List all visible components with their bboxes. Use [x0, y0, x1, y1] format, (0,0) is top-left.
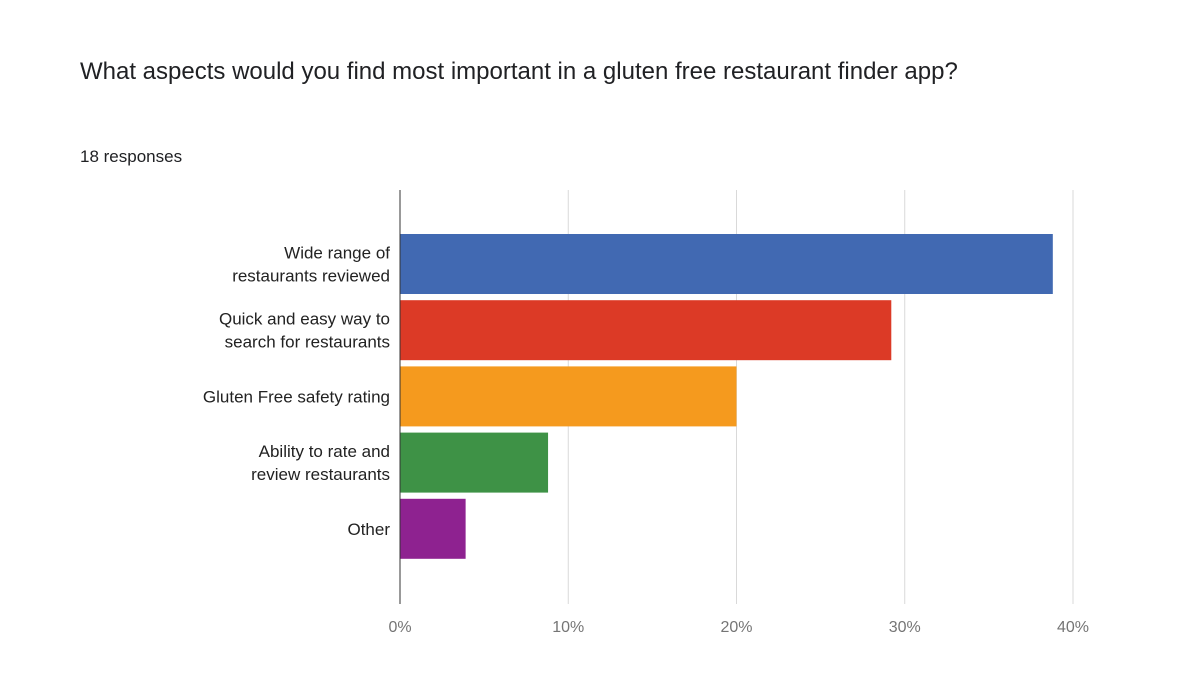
bar	[400, 366, 737, 427]
bar	[400, 300, 892, 361]
category-label: Quick and easy way to	[219, 310, 390, 329]
category-label: review restaurants	[251, 465, 390, 484]
x-tick-label: 10%	[552, 619, 584, 636]
response-count: 18 responses	[80, 147, 183, 166]
x-tick-label: 40%	[1057, 619, 1089, 636]
category-label: Wide range of	[284, 244, 390, 263]
bar	[400, 234, 1053, 294]
category-label: Gluten Free safety rating	[203, 387, 390, 406]
bar	[400, 432, 549, 493]
x-tick-label: 20%	[720, 619, 752, 636]
bar	[400, 498, 466, 559]
category-label: restaurants reviewed	[232, 267, 390, 286]
category-label: Ability to rate and	[259, 442, 390, 461]
chart-title: What aspects would you find most importa…	[80, 58, 958, 85]
category-label: Other	[347, 520, 390, 539]
category-label: search for restaurants	[225, 333, 390, 352]
x-tick-label: 30%	[889, 619, 921, 636]
x-tick-label: 0%	[388, 619, 411, 636]
